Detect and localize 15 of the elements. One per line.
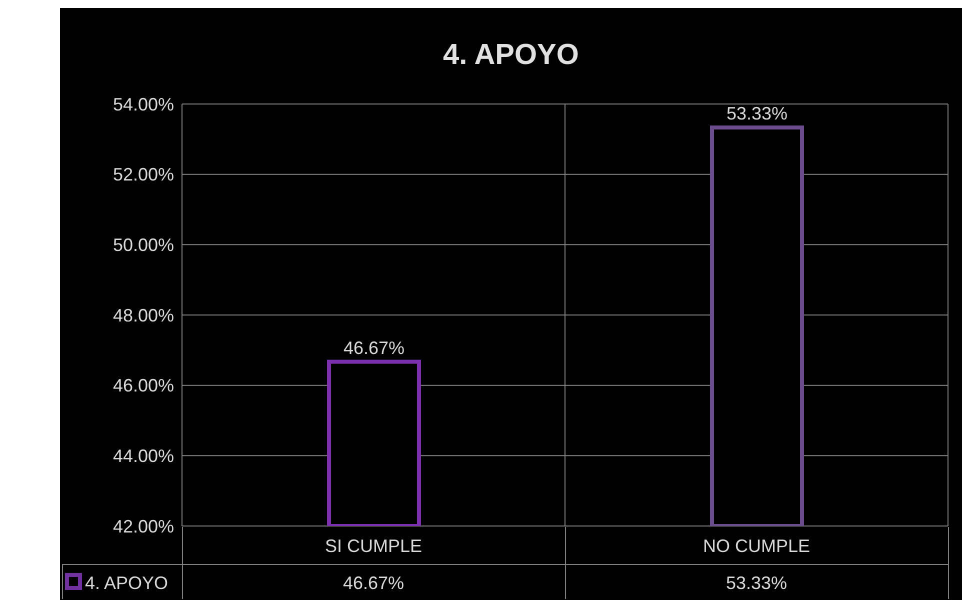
text: 46.67% [343, 338, 405, 358]
text: 53.33% [726, 104, 788, 124]
chart-title: 4. APOYO [443, 39, 579, 71]
y-tick-label: 44.00% [112, 446, 174, 466]
y-tick-label: 52.00% [112, 164, 174, 185]
y-tick-label: 54.00% [112, 94, 174, 114]
legend-label: 4. APOYO [85, 573, 168, 593]
y-tick-label: 42.00% [112, 516, 174, 536]
x-tick-label: NO CUMPLE [702, 536, 810, 556]
y-tick-label: 46.00% [112, 376, 174, 396]
y-tick-label: 48.00% [112, 305, 174, 326]
data-label: 46.67% [342, 573, 404, 593]
y-tick-label: 50.00% [112, 235, 174, 256]
x-tick-label: SI CUMPLE [324, 536, 422, 556]
data-label: 53.33% [726, 573, 788, 593]
